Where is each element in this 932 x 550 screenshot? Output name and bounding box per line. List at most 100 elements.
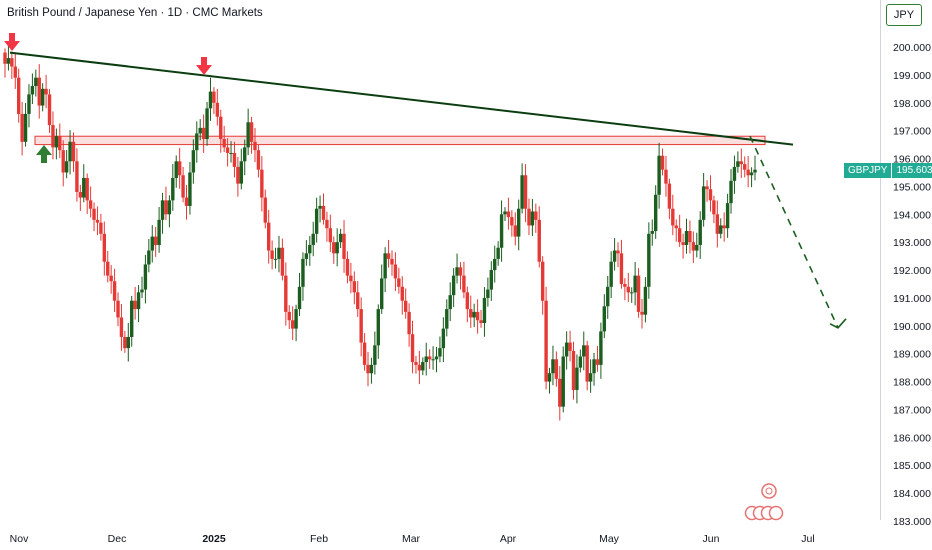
candle-body <box>253 141 257 151</box>
badge-divider <box>891 163 893 178</box>
candle-body <box>280 247 285 276</box>
logo-coin <box>768 505 784 521</box>
candle-body <box>16 77 21 114</box>
candle-body <box>636 275 641 312</box>
candle-body <box>37 77 41 106</box>
candle-body <box>71 141 76 162</box>
candle-body <box>743 164 747 170</box>
candle-body <box>640 311 644 315</box>
chart-title: British Pound / Japanese Yen · 1D · CMC … <box>7 7 263 19</box>
resistance-zone <box>34 135 766 146</box>
candle-body <box>421 362 425 371</box>
candle-body <box>321 205 326 220</box>
candle-body <box>249 122 254 142</box>
candle-body <box>362 342 367 365</box>
candle-body <box>325 219 329 229</box>
candle-body <box>54 136 59 148</box>
resistance-zone-box <box>34 135 766 146</box>
candle-body <box>30 86 35 95</box>
candle-body <box>171 178 175 201</box>
candle-body <box>393 264 398 279</box>
candle-body <box>441 328 446 349</box>
price-tick-label: 194.000 <box>893 209 931 221</box>
time-tick-label: Jun <box>703 533 720 545</box>
price-tick-label: 187.000 <box>893 404 931 416</box>
candle-body <box>530 211 535 226</box>
up-arrow-icon <box>36 145 52 163</box>
candle-body <box>451 275 456 296</box>
candle-body <box>136 292 141 310</box>
candle-body <box>414 362 418 365</box>
candle-body <box>236 166 240 184</box>
candle-body <box>47 94 52 126</box>
time-axis[interactable]: Nov Dec 2025 Feb Mar Apr May Jun Jul <box>10 533 815 545</box>
descending-trendline[interactable] <box>9 51 794 146</box>
candle-body <box>523 175 528 209</box>
candle-body <box>496 247 500 259</box>
candle-body <box>188 172 192 206</box>
time-tick-label: Apr <box>500 533 517 545</box>
logo-inner-circle <box>765 487 773 495</box>
candle-body <box>219 116 223 140</box>
candle-body <box>181 175 185 198</box>
candle-body <box>78 191 83 198</box>
candle-body <box>123 336 127 349</box>
candle-body <box>140 289 144 293</box>
candle-body <box>403 300 408 312</box>
time-tick-label: 2025 <box>202 533 226 545</box>
candle-body <box>739 161 744 165</box>
watermark-logo-icon <box>744 483 784 521</box>
price-tick-label: 197.000 <box>893 126 931 138</box>
candle-body <box>345 258 350 276</box>
candle-body <box>332 242 336 254</box>
candle-body <box>112 281 117 301</box>
price-axis[interactable]: 200.000 199.000 198.000 197.000 196.000 195.0… <box>893 42 931 528</box>
candle-body <box>657 155 661 195</box>
price-tick-label: 195.000 <box>893 181 931 193</box>
projection-line <box>749 135 839 329</box>
candle-body <box>499 214 504 248</box>
candle-body <box>564 342 569 357</box>
candle-body <box>753 169 757 173</box>
candle-body <box>222 139 226 148</box>
price-tick-label: 184.000 <box>893 488 931 500</box>
candle-body <box>23 113 28 142</box>
price-tick-label: 196.000 <box>893 154 931 166</box>
candle-body <box>359 309 363 343</box>
candle-body <box>684 231 689 245</box>
price-tick-label: 189.000 <box>893 349 931 361</box>
candle-body <box>383 253 387 279</box>
price-tick-label: 191.000 <box>893 293 931 305</box>
time-tick-label: Mar <box>402 533 421 545</box>
candle-body <box>34 77 38 87</box>
candle-body <box>722 225 726 229</box>
candle-body <box>729 180 733 204</box>
candle-body <box>164 200 168 215</box>
candle-body <box>520 175 524 209</box>
candle-body <box>606 286 610 307</box>
candle-body <box>427 356 432 360</box>
candle-body <box>534 211 538 220</box>
candle-body <box>147 250 151 265</box>
candle-body <box>205 108 209 140</box>
candle-body <box>465 292 470 310</box>
candle-body <box>294 309 298 329</box>
candle-body <box>585 345 589 382</box>
price-tick-label: 199.000 <box>893 70 931 82</box>
candle-body <box>3 52 7 64</box>
candle-body <box>537 219 541 262</box>
candle-body <box>561 356 565 407</box>
candle-body <box>489 270 494 290</box>
candle-body <box>650 231 654 234</box>
candle-body <box>167 200 172 215</box>
candle-body <box>397 278 401 287</box>
currency-button[interactable]: JPY <box>886 4 922 26</box>
candle-body <box>493 258 497 271</box>
candle-body <box>626 286 630 293</box>
candle-body <box>184 197 189 206</box>
candles <box>3 44 757 421</box>
candle-body <box>445 309 449 329</box>
projection-arrow <box>749 135 847 329</box>
candle-body <box>260 169 264 198</box>
